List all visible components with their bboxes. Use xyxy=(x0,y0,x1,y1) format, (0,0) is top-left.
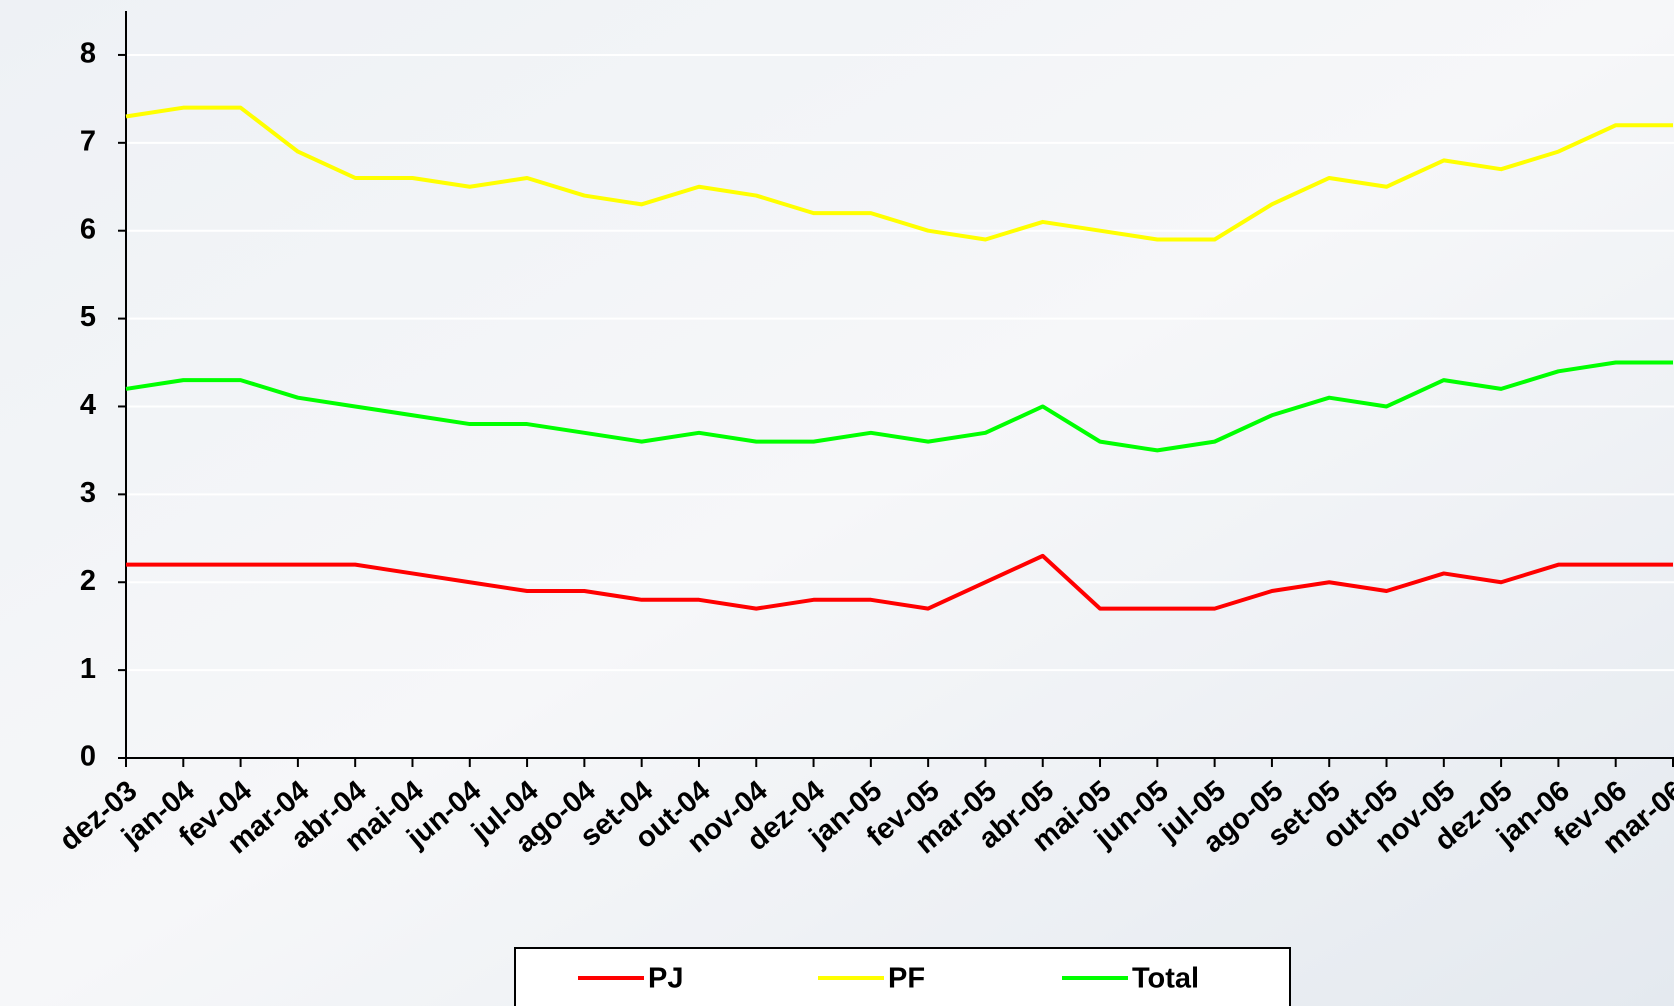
y-tick-label: 5 xyxy=(80,301,96,333)
series-line xyxy=(125,105,1673,242)
y-tick-label: 0 xyxy=(80,741,96,773)
series-line xyxy=(126,553,1673,611)
y-tick-label: 3 xyxy=(80,477,96,509)
y-tick-label: 6 xyxy=(80,213,96,245)
legend-label: PF xyxy=(888,963,925,995)
legend-box xyxy=(514,947,1291,1006)
y-tick-label: 8 xyxy=(80,38,96,70)
y-tick-label: 4 xyxy=(80,389,96,421)
legend-label: Total xyxy=(1132,963,1199,995)
y-tick-label: 7 xyxy=(80,125,96,157)
series-line xyxy=(125,360,1673,453)
y-tick-label: 2 xyxy=(80,565,96,597)
legend-label: PJ xyxy=(648,963,683,995)
y-tick-label: 1 xyxy=(80,653,96,685)
